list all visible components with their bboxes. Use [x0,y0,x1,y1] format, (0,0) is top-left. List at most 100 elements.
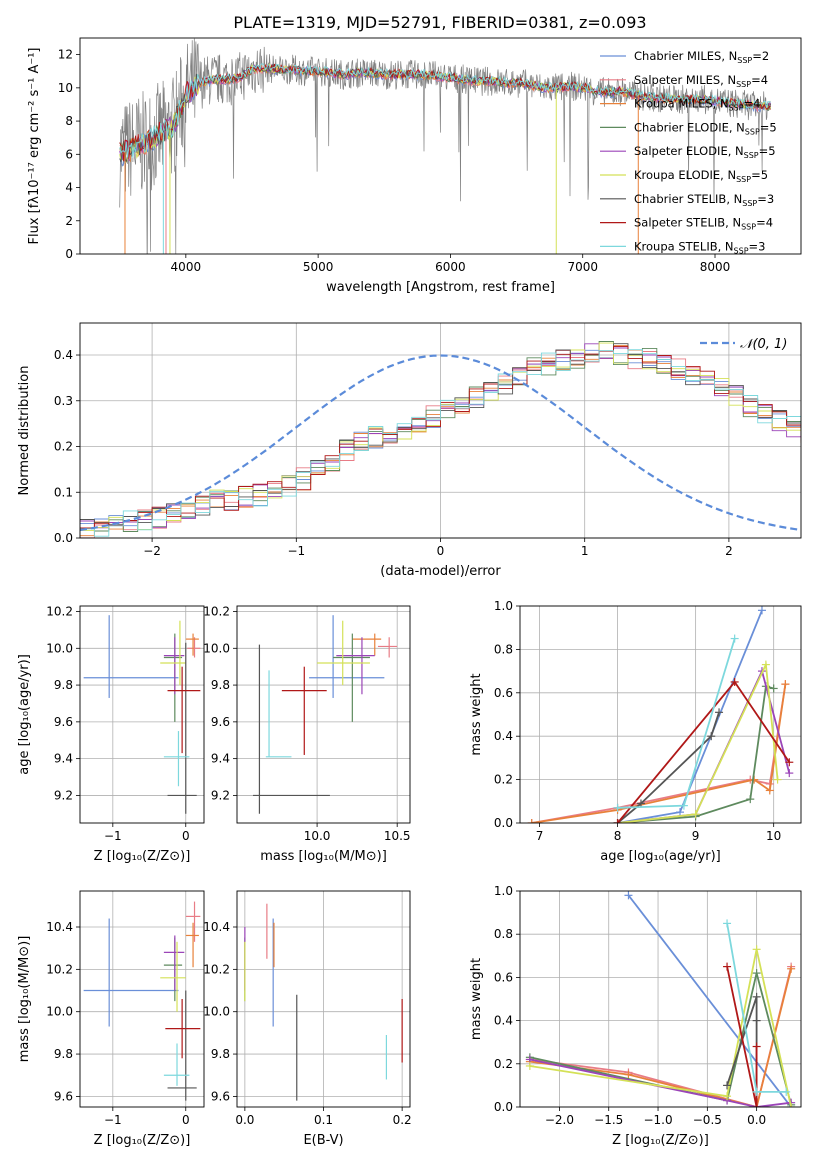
histogram-step-salpeter_elodie [80,343,801,529]
y-tick-label: 10.2 [46,962,73,976]
y-tick-label: 0.0 [494,1100,513,1114]
x-tick-label: 0.2 [393,1113,412,1127]
x-tick-label: 8000 [700,260,731,274]
weight-lines [525,891,796,1107]
weight-line-chabrier_miles [627,894,792,1107]
legend-entry: Salpeter ELODIE, NSSP=5 [634,144,776,160]
histogram-step-kroupa_miles [80,345,801,537]
y-tick-label: 10.2 [203,962,230,976]
error-bars [83,615,201,814]
weight-line-kroupa_stelib [617,638,736,809]
x-tick-label: −2 [143,544,161,558]
y-tick-label: 1.0 [494,884,513,898]
y-tick-label: 10.4 [46,920,73,934]
y-tick-label: 0 [65,247,73,261]
axes-frame [79,322,802,539]
model-line-salpeter_stelib [119,63,771,162]
y-tick-label: 4 [65,181,73,195]
y-axis-label: Normed distribution [17,366,32,496]
weight-line-salpeter_elodie [529,1058,792,1107]
y-tick-label: 9.2 [211,788,230,802]
legend-entry: Salpeter MILES, NSSP=4 [634,73,768,89]
histogram-step-kroupa_elodie [80,342,801,531]
x-axis-label: (data-model)/error [380,564,501,579]
panel-age_vs_Z: −1 0 9.2 9.4 9.6 9.8 10.0 10.2 Z [log₁₀(Z/Z⊙)] ag… [17,605,205,864]
y-tick-label: 9.6 [54,1089,73,1103]
model-line-kroupa_stelib [119,63,771,158]
y-tick-label: 0.2 [54,440,73,454]
normal-curve [80,354,801,532]
panel-age_vs_mass: 10.0 10.5 9.2 9.4 9.6 9.8 10.0 10.2 mass [log₁₀(… [203,605,410,864]
histogram-step-kroupa_stelib [80,349,801,537]
axes-frame [79,890,205,1108]
weight-line-chabrier_stelib [726,996,758,1107]
x-tick-label: 0 [182,829,190,843]
y-tick-label: 9.4 [211,752,230,766]
y-tick-label: 9.4 [54,752,73,766]
legend-entry: Kroupa ELODIE, NSSP=5 [634,168,768,184]
y-tick-label: 6 [65,147,73,161]
x-tick-label: 6000 [435,260,466,274]
y-axis-label: mass weight [469,673,484,755]
y-tick-label: 1.0 [494,599,513,613]
legend-entry: Salpeter STELIB, NSSP=4 [634,216,773,232]
model-line-kroupa_elodie [119,63,771,164]
x-tick-label: 7 [536,829,544,843]
y-tick-label: 0.0 [54,531,73,545]
y-tick-label: 9.8 [211,1047,230,1061]
error-bars [253,615,398,814]
y-tick-label: 10.2 [203,605,230,619]
y-tick-label: 10.2 [46,605,73,619]
weight-lines [527,606,794,823]
weight-line-kroupa_elodie [617,661,779,823]
y-tick-label: 10.0 [203,641,230,655]
x-tick-label: 10 [766,829,781,843]
x-tick-label: 0 [182,1113,190,1127]
y-tick-label: 9.6 [211,1089,230,1103]
x-tick-label: 5000 [303,260,334,274]
x-tick-label: −1 [287,544,305,558]
y-tick-label: 9.8 [54,1047,73,1061]
x-tick-label: 2 [725,544,733,558]
axes-frame [519,605,802,824]
legend-entry: Kroupa STELIB, NSSP=3 [634,239,765,255]
y-tick-label: 10.0 [46,641,73,655]
x-tick-label: −2.0 [545,1113,574,1127]
y-tick-label: 0.4 [494,729,513,743]
weight-line-salpeter_stelib [726,966,758,1107]
histogram-step-chabrier_miles [80,349,801,527]
y-tick-label: 0.8 [494,927,513,941]
y-tick-label: 10.4 [203,920,230,934]
panel-mass_vs_Z: −1 0 9.6 9.8 10.0 10.2 10.4 Z [log₁₀(Z/Z⊙)] mass… [17,890,205,1148]
x-tick-label: 0.1 [314,1113,333,1127]
legend-entry: Kroupa MILES, NSSP=4 [634,97,760,113]
axes-frame [79,37,802,255]
legend-entry: Chabrier MILES, NSSP=2 [634,49,769,65]
y-tick-label: 0.4 [494,1014,513,1028]
y-tick-label: 0.8 [494,642,513,656]
y-tick-label: 0.6 [494,686,513,700]
x-tick-label: 10.0 [304,829,331,843]
x-axis-label: wavelength [Angstrom, rest frame] [326,280,555,295]
x-tick-label: 0 [437,544,445,558]
y-tick-label: 9.6 [54,715,73,729]
histogram-step-chabrier_stelib [80,343,801,525]
x-tick-label: 8 [614,829,622,843]
y-axis-label: mass weight [469,958,484,1040]
x-tick-label: −0.5 [693,1113,722,1127]
x-tick-label: 1 [581,544,589,558]
y-tick-label: 0.1 [54,485,73,499]
error-bars [83,901,201,1101]
y-tick-label: 9.8 [211,678,230,692]
y-tick-label: 9.2 [54,788,73,802]
x-tick-label: 0.0 [747,1113,766,1127]
weight-line-chabrier_stelib [617,712,720,823]
x-tick-label: 7000 [567,260,598,274]
histogram-step-salpeter_stelib [80,346,801,529]
x-axis-label: Z [log₁₀(Z/Z⊙)] [94,849,191,864]
axes-frame [519,890,802,1108]
histogram-step-salpeter_miles [80,345,801,538]
y-tick-label: 0.3 [54,394,73,408]
figure-title: PLATE=1319, MJD=52791, FIBERID=0381, z=0… [233,13,646,32]
weight-line-kroupa_elodie [529,949,792,1107]
